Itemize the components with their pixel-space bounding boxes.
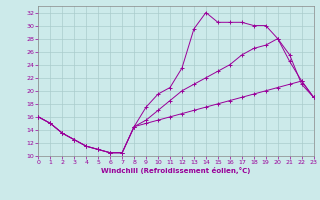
X-axis label: Windchill (Refroidissement éolien,°C): Windchill (Refroidissement éolien,°C) (101, 167, 251, 174)
